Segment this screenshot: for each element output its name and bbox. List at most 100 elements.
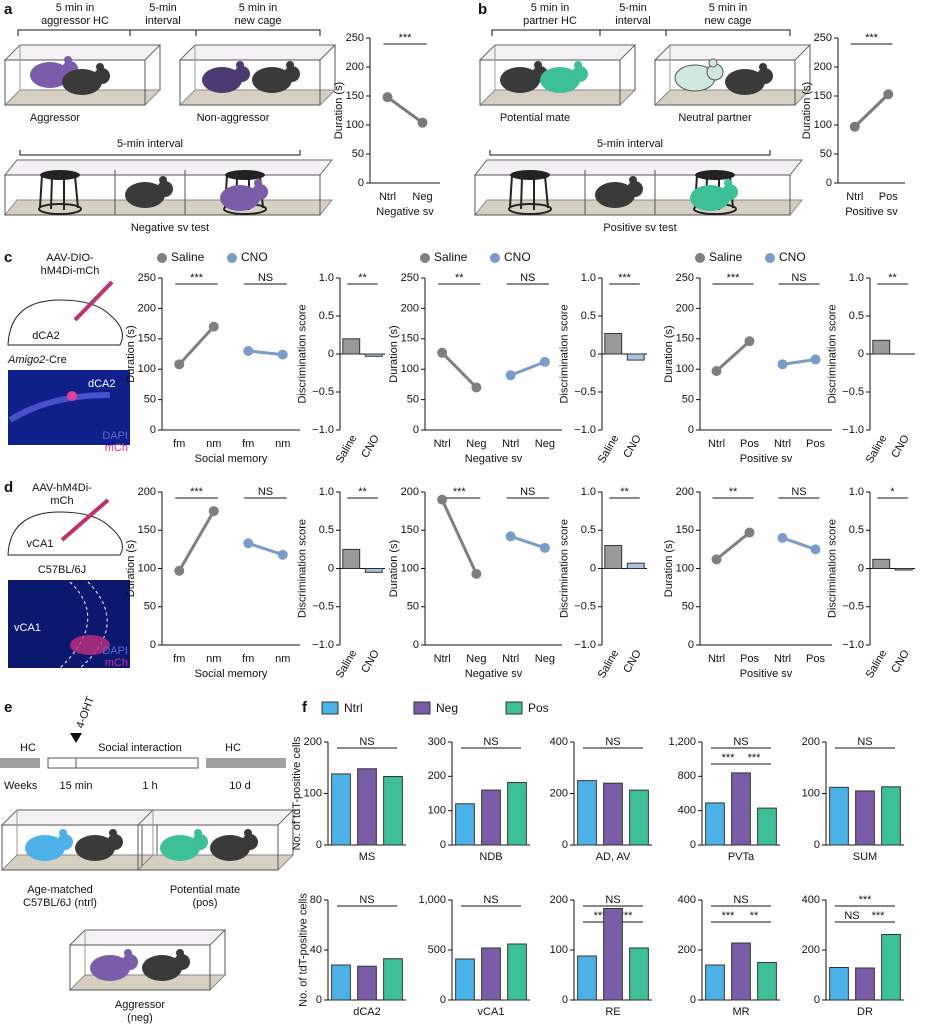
series-line [715, 531, 751, 561]
point [505, 531, 516, 542]
x-tick-label: fm [242, 653, 254, 665]
gene: Amigo2 [7, 354, 45, 366]
significance-label: *** [865, 32, 879, 44]
point [777, 532, 788, 543]
y-axis-label: Duration (s) [125, 325, 137, 382]
significance-label: *** [618, 272, 632, 284]
bar [577, 780, 597, 846]
x-axis-label: AD, AV [596, 851, 631, 863]
significance-label: ** [729, 486, 738, 498]
img-label: vCA1 [14, 622, 41, 634]
significance-label: NS [605, 894, 620, 906]
x-tick-label: CNO [621, 433, 644, 461]
cage-floor [3, 199, 334, 216]
x-tick-label: Ntrl [434, 653, 451, 665]
legend-marker [227, 253, 237, 263]
label: 4-OHT [74, 695, 97, 730]
bar [855, 790, 875, 846]
bar [894, 568, 913, 571]
y-tick-label: 400 [678, 805, 696, 817]
x-axis-label: Negative sv [465, 453, 523, 465]
point [208, 321, 219, 332]
bar [705, 964, 725, 1001]
bar [603, 908, 623, 1001]
y-tick-label: −1.0 [312, 639, 334, 651]
y-axis-label: Duration (s) [125, 540, 137, 597]
y-tick-label: 0.5 [581, 310, 596, 322]
y-tick-label: 1.0 [319, 486, 334, 498]
y-tick-label: 0.5 [319, 524, 334, 536]
header: 5 min in [531, 2, 570, 14]
y-tick-label: 0 [316, 994, 322, 1006]
significance-label: *** [872, 910, 886, 922]
bar [626, 562, 645, 570]
y-tick-label: 0 [688, 424, 694, 436]
x-tick-label: Pos [806, 438, 825, 450]
legend-marker [490, 253, 500, 263]
bar [342, 548, 361, 569]
header: new cage [704, 15, 751, 27]
y-tick-label: 100 [550, 944, 568, 956]
significance-label: NS [359, 894, 374, 906]
series-line [510, 534, 546, 550]
x-tick-label: CNO [621, 648, 644, 676]
y-tick-label: 50 [820, 148, 832, 160]
point [777, 359, 788, 370]
point [539, 356, 550, 367]
y-tick-label: 0 [814, 994, 820, 1006]
region: vCA1 [27, 538, 54, 550]
significance-label: *** [620, 910, 634, 922]
y-tick-label: 1.0 [319, 272, 334, 284]
point [849, 121, 860, 132]
y-tick-label: 800 [678, 770, 696, 782]
virus: AAV-DIO- [46, 252, 94, 264]
y-tick-label: 150 [401, 524, 419, 536]
bar [357, 768, 377, 846]
panel-letter: c [4, 249, 12, 266]
y-tick-label: 100 [676, 363, 694, 375]
y-tick-label: 250 [138, 272, 156, 284]
x-tick-label: Ntrl [708, 438, 725, 450]
y-tick-label: 250 [814, 32, 832, 44]
legend-label: CNO [241, 250, 268, 264]
legend-label: Pos [528, 701, 549, 715]
point [243, 345, 254, 356]
y-tick-label: −0.5 [574, 601, 596, 613]
significance-label: NS [844, 910, 859, 922]
stain: DAPI [102, 645, 128, 657]
significance-label: *** [453, 486, 467, 498]
x-tick-label: Ntrl [502, 653, 519, 665]
suffix: -Cre [45, 354, 66, 366]
y-tick-label: 0 [858, 562, 864, 574]
y-tick-label: 0 [150, 639, 156, 651]
significance-label: *** [190, 486, 204, 498]
y-tick-label: 400 [678, 894, 696, 906]
y-tick-label: 200 [550, 894, 568, 906]
y-tick-label: 150 [138, 524, 156, 536]
x-tick-label: nm [275, 438, 290, 450]
y-axis-label: Duration (s) [388, 540, 400, 597]
point [437, 494, 448, 505]
bracket [489, 150, 771, 156]
mouse [674, 58, 724, 92]
panel-letter: a [4, 1, 13, 18]
y-tick-label: 100 [401, 363, 419, 375]
y-tick-label: 100 [346, 119, 364, 131]
cage [474, 174, 791, 216]
arrow [70, 733, 82, 743]
y-tick-label: 500 [428, 944, 446, 956]
bar [626, 353, 645, 361]
y-tick-label: 0 [328, 348, 334, 360]
bar [383, 776, 403, 846]
legend-marker [765, 253, 775, 263]
label: Potential mate [170, 884, 240, 896]
label: 1 h [142, 780, 157, 792]
x-tick-label: fm [242, 438, 254, 450]
legend-label: Ntrl [344, 701, 363, 715]
y-tick-label: 50 [407, 394, 419, 406]
y-tick-label: 150 [401, 333, 419, 345]
bar [629, 947, 649, 1001]
legend-swatch [321, 701, 339, 715]
bar [757, 807, 777, 846]
series-line [248, 349, 283, 357]
